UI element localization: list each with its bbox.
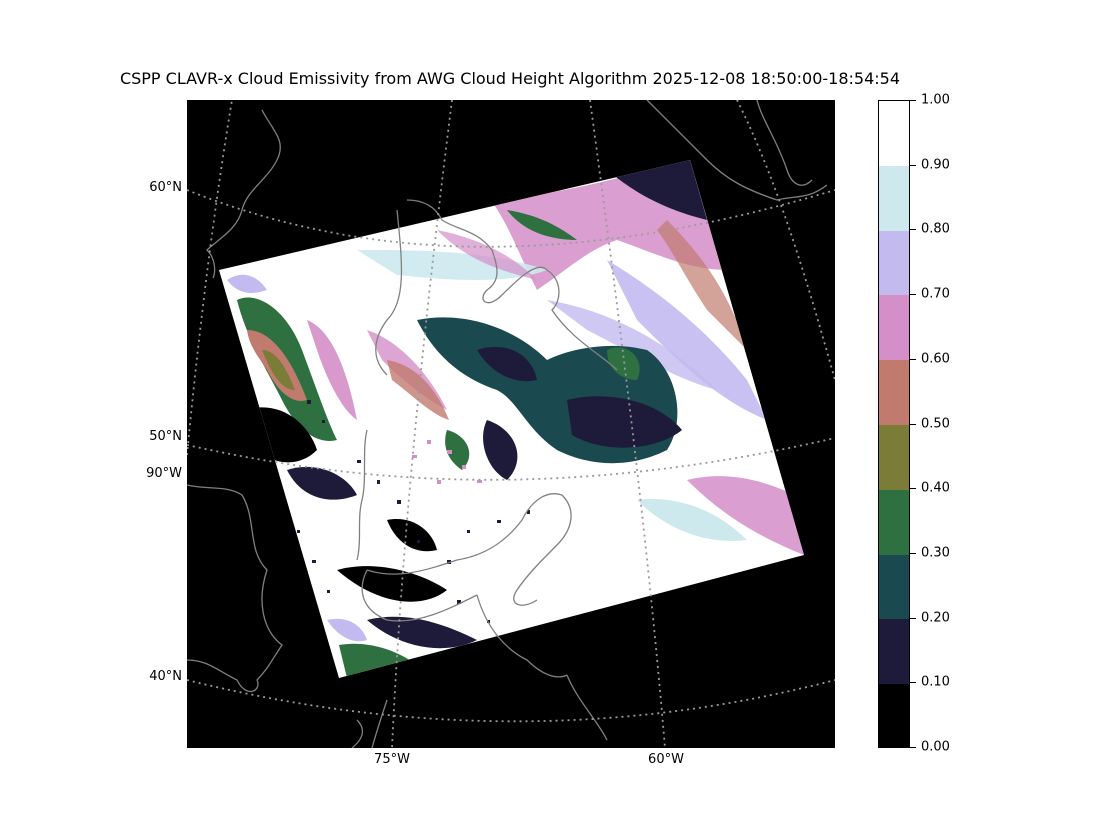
colorbar-bin	[879, 425, 909, 490]
colorbar-tick-label: 0.80	[921, 221, 950, 237]
colorbar-tick-label: 0.60	[921, 351, 950, 367]
colorbar-tick	[910, 552, 916, 554]
satellite-swath	[219, 160, 804, 678]
colorbar-tick-label: 0.70	[921, 286, 950, 302]
colorbar-tick	[910, 229, 916, 231]
colorbar-bin	[879, 360, 909, 425]
graticule	[187, 100, 835, 748]
colorbar-bin	[879, 295, 909, 361]
colorbar-tick	[910, 682, 916, 684]
colorbar-tick	[910, 617, 916, 619]
colorbar-tick	[910, 423, 916, 425]
coastlines	[187, 100, 828, 748]
colorbar-tick-label: 1.00	[921, 92, 950, 108]
colorbar-bin	[879, 554, 909, 620]
colorbar-tick-label: 0.40	[921, 480, 950, 496]
colorbar-bin	[879, 619, 909, 685]
lon-label-90w: 90°W	[146, 466, 182, 481]
map-panel	[187, 100, 835, 748]
colorbar-tick	[910, 747, 916, 748]
lat-label-60n: 60°N	[149, 180, 182, 195]
colorbar-tick-label: 0.50	[921, 416, 950, 431]
map-canvas	[187, 100, 835, 748]
colorbar-tick-label: 0.10	[921, 674, 950, 690]
colorbar-tick-label: 0.30	[921, 545, 950, 561]
colorbar-tick-label: 0.20	[921, 610, 950, 626]
colorbar-tick-label: 0.90	[921, 157, 950, 173]
lat-label-40n: 40°N	[149, 669, 182, 684]
lat-label-50n: 50°N	[149, 429, 182, 444]
colorbar-tick	[910, 100, 916, 101]
colorbar-tick	[910, 164, 916, 166]
colorbar-bin	[879, 230, 909, 296]
figure-title: CSPP CLAVR-x Cloud Emissivity from AWG C…	[119, 69, 901, 88]
colorbar-bin	[879, 165, 909, 231]
colorbar-bin	[879, 101, 909, 166]
colorbar-bin	[879, 489, 909, 555]
colorbar-bin	[879, 684, 909, 747]
colorbar-tick	[910, 488, 916, 490]
lon-label-75w: 75°W	[374, 752, 410, 767]
colorbar-tick	[910, 358, 916, 360]
lon-label-60w: 60°W	[648, 752, 684, 767]
colorbar-tick-label: 0.00	[921, 739, 950, 755]
colorbar-tick	[910, 294, 916, 296]
colorbar	[878, 100, 910, 748]
